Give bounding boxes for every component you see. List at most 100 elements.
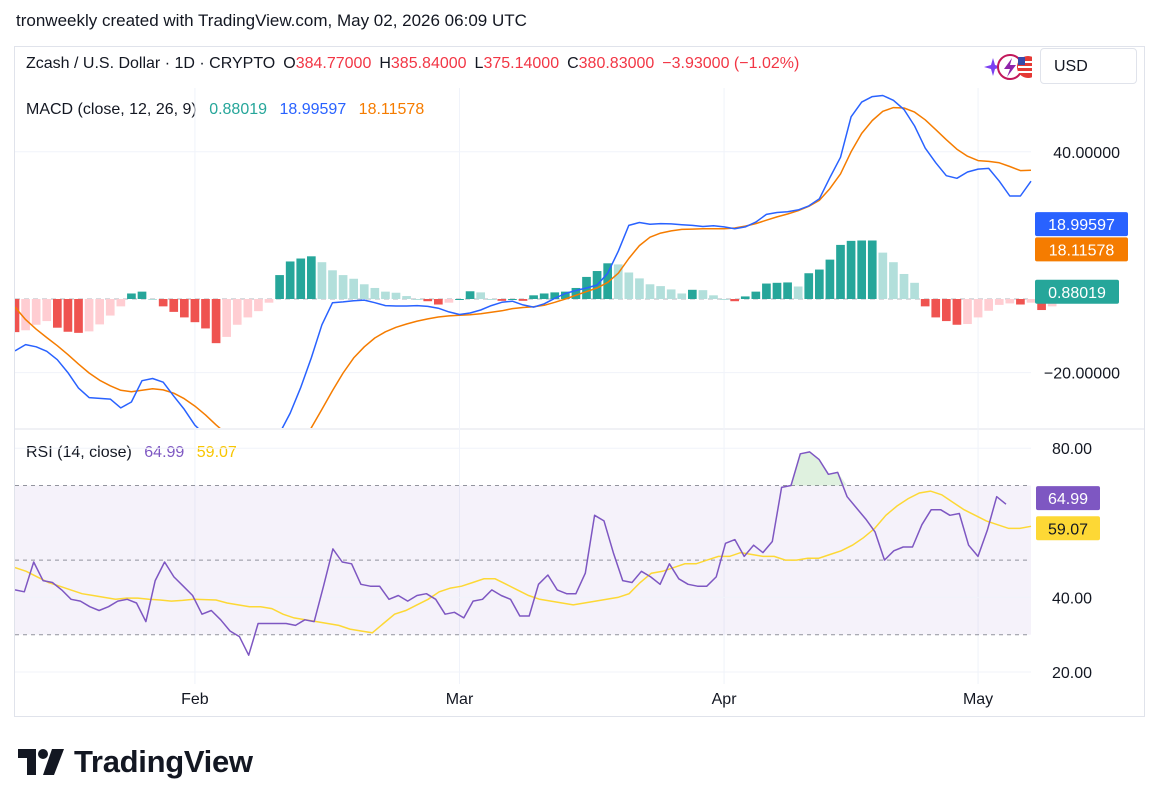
histogram-bar <box>137 291 147 299</box>
open-label: O <box>283 55 296 72</box>
rsi-ma-price-tag: 59.07 <box>1048 521 1088 538</box>
histogram-bar <box>931 299 941 318</box>
macd-price-tag: 18.99597 <box>1048 217 1115 234</box>
open-value: 384.77000 <box>295 55 372 72</box>
histogram-bar <box>275 275 284 299</box>
histogram-bar <box>666 289 676 299</box>
histogram-bar <box>677 293 687 299</box>
macd-signal-value: 18.11578 <box>358 101 425 118</box>
histogram-bar <box>709 295 718 299</box>
histogram-bar <box>31 299 41 325</box>
histogram-bar <box>296 258 306 299</box>
histogram-bar <box>444 299 454 303</box>
histogram-bar <box>127 293 136 299</box>
histogram-bar <box>476 292 486 299</box>
histogram-bar <box>328 270 337 299</box>
histogram-bar <box>63 299 73 332</box>
histogram-bar <box>751 291 761 299</box>
macd-price-tag-bg <box>1035 212 1128 237</box>
histogram-bar <box>687 289 697 299</box>
histogram-bar <box>846 240 856 299</box>
histogram-bar <box>105 299 115 316</box>
histogram-bar <box>423 299 433 302</box>
histogram-bar <box>1026 299 1036 303</box>
histogram-bar <box>783 282 792 299</box>
rsi-price-tag-bg <box>1036 486 1100 511</box>
histogram-bar <box>645 284 655 299</box>
signal-price-tag: 18.11578 <box>1049 242 1115 259</box>
macd-histogram-value: 0.88019 <box>209 101 268 118</box>
histogram-bar <box>84 299 94 332</box>
histogram-bar <box>889 262 898 299</box>
low-label: L <box>474 55 484 72</box>
histogram-bar <box>603 263 613 299</box>
histogram-bar <box>857 240 867 299</box>
histogram-bar <box>730 299 740 302</box>
tradingview-logo: TradingView <box>18 742 253 782</box>
sparkle-icon <box>984 58 1002 76</box>
symbol-legend[interactable]: Zcash / U.S. Dollar · 1D · CRYPTO O384.77… <box>26 55 807 73</box>
histogram-bar <box>984 299 994 311</box>
histogram-bar <box>518 299 528 301</box>
macd-legend[interactable]: MACD (close, 12, 26, 9) 0.88019 18.99597… <box>26 101 432 119</box>
histogram-bar <box>465 291 475 299</box>
histogram-bar <box>994 299 1004 305</box>
macd-line <box>15 94 1032 428</box>
histogram-bar <box>74 299 83 333</box>
histogram-bar <box>158 299 168 307</box>
histogram-bar <box>740 296 750 299</box>
histogram-bar <box>952 299 962 325</box>
rsi-ma-line <box>15 490 1032 634</box>
histogram-bar <box>201 299 210 329</box>
histogram-bar <box>719 299 729 300</box>
histogram-bar <box>1037 299 1046 311</box>
histogram-bar <box>963 299 972 325</box>
histogram-bar <box>910 282 919 299</box>
histogram-bar <box>222 299 232 337</box>
histogram-bar <box>254 299 263 312</box>
macd-y-tick-1: −20.00000 <box>1044 366 1120 383</box>
histogram-bar <box>793 286 803 299</box>
histogram-bar <box>179 299 189 318</box>
change-value: −3.93000 (−1.02%) <box>662 55 800 72</box>
rsi-ma-price-tag-bg <box>1036 516 1100 541</box>
low-value: 375.14000 <box>483 55 560 72</box>
close-label: C <box>567 55 579 72</box>
histogram-bar <box>15 299 20 333</box>
signal-price-tag-bg <box>1035 237 1128 262</box>
histogram-bar <box>169 299 179 312</box>
histogram-bar <box>508 299 517 300</box>
histogram-bar <box>190 299 200 323</box>
histogram-bar <box>899 273 909 299</box>
histogram-bar <box>402 296 411 299</box>
histogram-bar <box>762 283 771 299</box>
histogram-bar <box>560 291 570 299</box>
histogram-bar <box>529 295 538 299</box>
histogram-bar <box>21 299 30 331</box>
histogram-bar <box>613 264 623 299</box>
histogram-bar <box>211 299 221 344</box>
histogram-bar <box>412 299 422 300</box>
histogram-bar <box>624 272 634 299</box>
brand-name: TradingView <box>74 744 253 779</box>
histogram-bar <box>941 299 951 322</box>
x-tick-may: May <box>963 691 993 708</box>
histogram-bar <box>116 299 126 307</box>
rsi-y-tick-1: 40.00 <box>1052 590 1092 607</box>
histogram-bar <box>42 299 52 322</box>
macd-line-value: 18.99597 <box>279 101 347 118</box>
x-tick-apr: Apr <box>712 691 738 708</box>
close-value: 380.83000 <box>578 55 655 72</box>
histogram-bar <box>635 278 644 299</box>
histogram-bar <box>232 299 242 325</box>
histogram-bar <box>825 259 835 299</box>
histogram-bar <box>285 261 295 299</box>
histogram-bar <box>433 299 443 305</box>
histogram-price-tag-bg <box>1035 279 1119 304</box>
rsi-y-tick-2: 20.00 <box>1052 665 1092 682</box>
histogram-bar <box>338 275 348 299</box>
histogram-bar <box>381 291 390 299</box>
currency-button[interactable]: USD <box>1040 48 1137 84</box>
histogram-bar <box>836 244 845 299</box>
